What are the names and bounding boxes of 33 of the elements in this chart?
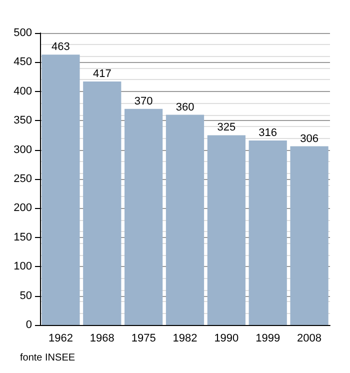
- y-tick-label: 0: [26, 319, 32, 331]
- bar: [124, 108, 163, 325]
- y-tick-label: 400: [14, 85, 32, 98]
- y-tick-label: 150: [14, 231, 32, 244]
- bar: [42, 54, 80, 325]
- data-label: 306: [300, 132, 318, 145]
- bar: [83, 81, 122, 325]
- y-tick-label: 50: [20, 290, 32, 302]
- y-tick-label: 500: [14, 27, 32, 39]
- bar: [207, 135, 246, 325]
- bar: [166, 114, 204, 325]
- data-label: 360: [176, 101, 194, 114]
- data-label: 325: [217, 122, 236, 134]
- y-tick-label: 450: [14, 56, 32, 68]
- x-tick-label: 1975: [131, 332, 156, 344]
- y-tick-label: 200: [14, 202, 32, 214]
- x-tick-label: 2008: [297, 332, 322, 344]
- x-tick-label: 1982: [172, 332, 198, 344]
- source-note: fonte INSEE: [20, 352, 76, 364]
- y-tick-label: 300: [14, 144, 32, 156]
- y-tick-label: 350: [14, 114, 32, 127]
- x-tick-label: 1990: [214, 332, 239, 344]
- y-tick-label: 100: [14, 260, 32, 273]
- x-tick-label: 1968: [90, 332, 114, 344]
- x-tick-label: 1999: [256, 332, 280, 344]
- data-label: 370: [134, 95, 153, 108]
- bar: [248, 140, 287, 325]
- data-label: 316: [258, 126, 278, 139]
- y-tick-label: 250: [14, 173, 32, 185]
- bar: [290, 146, 328, 325]
- data-label: 417: [92, 68, 112, 80]
- data-label: 463: [52, 41, 70, 54]
- x-tick-label: 1962: [48, 332, 73, 344]
